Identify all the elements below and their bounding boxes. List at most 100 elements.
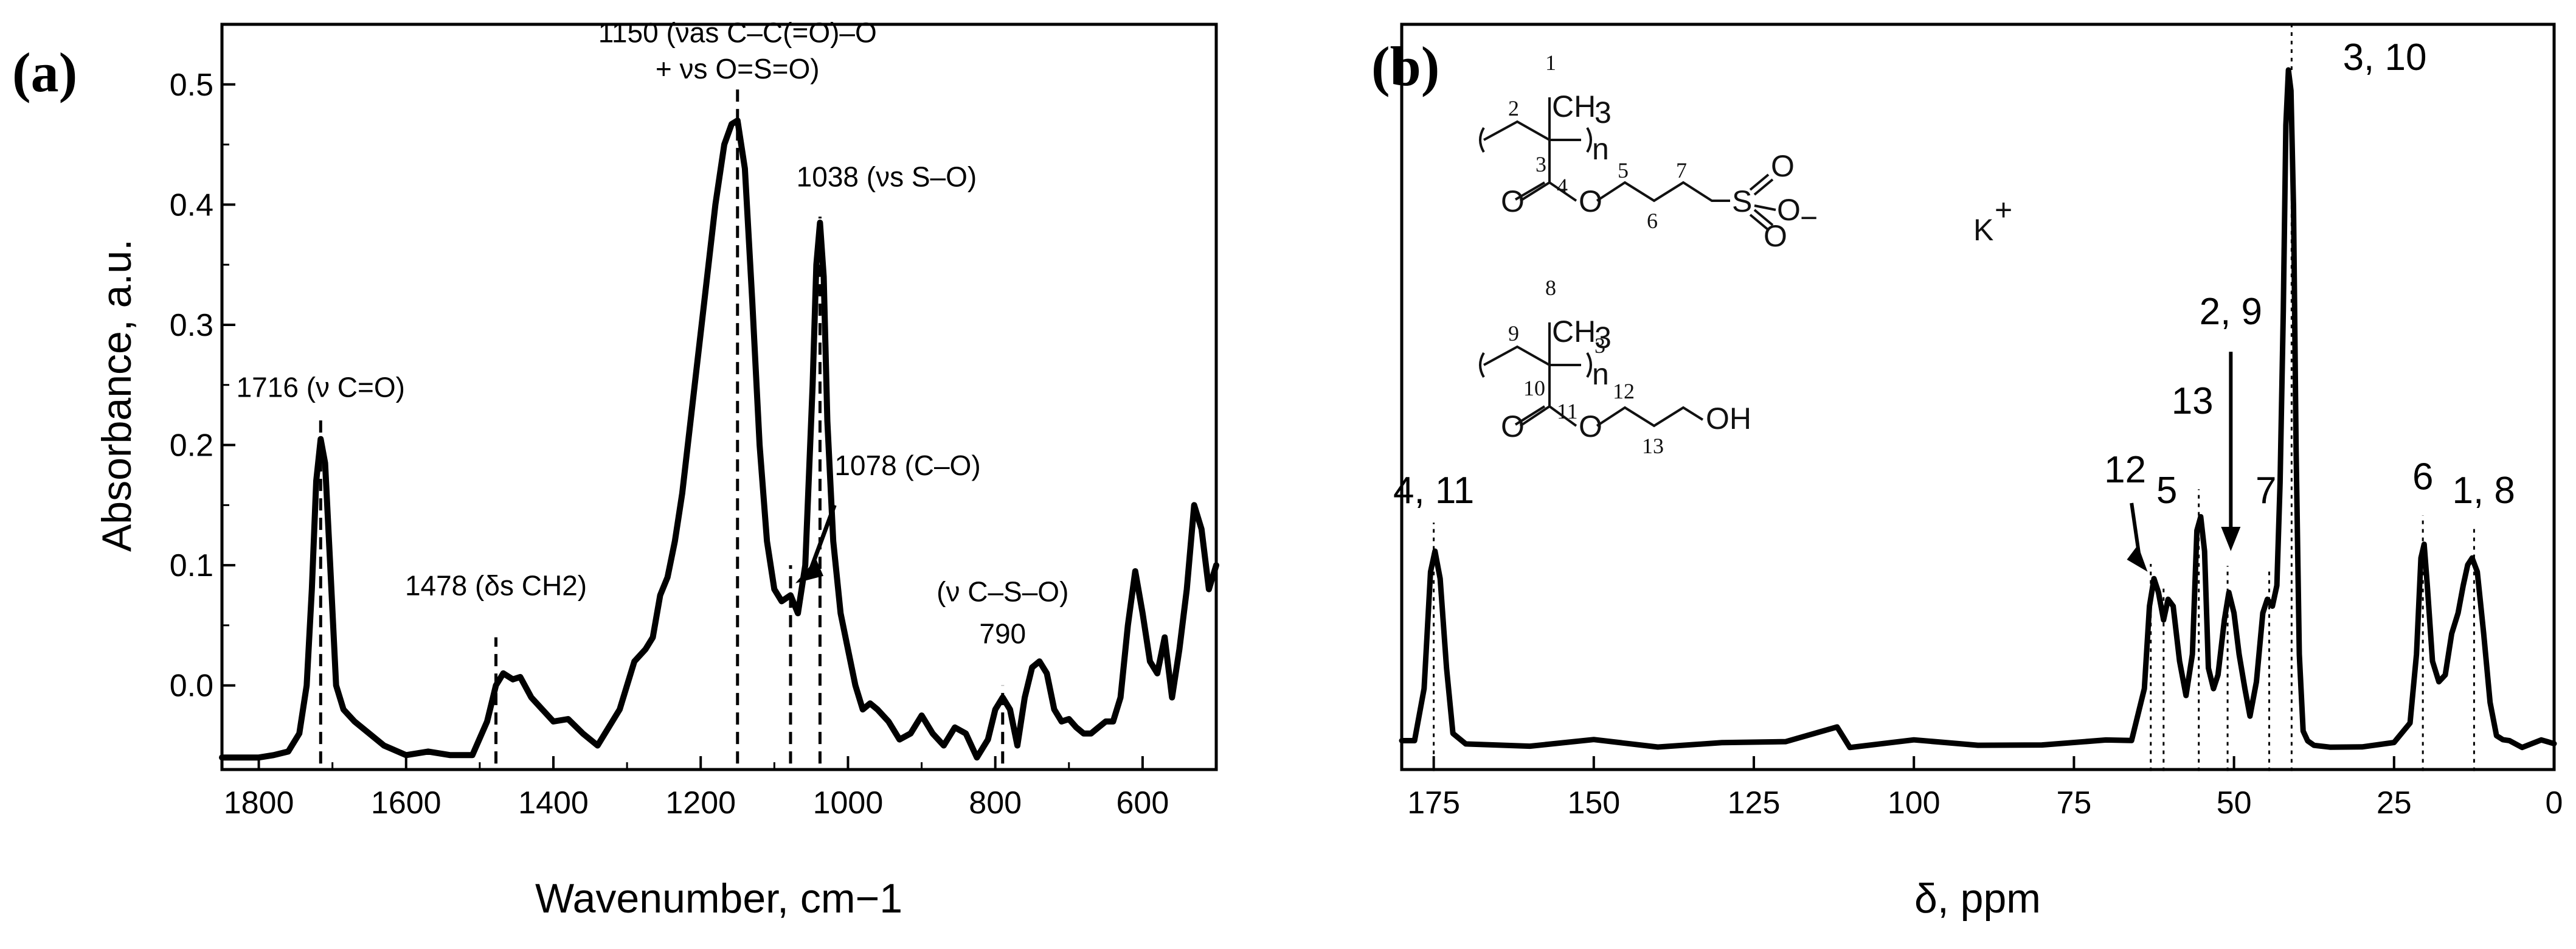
- x-tick-label-a: 1000: [813, 785, 884, 821]
- ch3-sub-bottom: 3: [1594, 321, 1612, 355]
- structure-sulfopropyl-methacrylate: [1479, 97, 1776, 231]
- bond-so-down-a: [1753, 209, 1774, 226]
- structure-top-labels: 1 2 3 4 5 6 7 CH 3 n O O S O O O − K +: [1501, 50, 2012, 253]
- atom-label-1: 1: [1545, 50, 1556, 75]
- bond-so-up-a: [1753, 178, 1774, 196]
- peak-annotation-b: 7: [2256, 470, 2276, 512]
- arrowhead-1078: [795, 558, 823, 583]
- structure-hydroxyethyl-methacrylate: [1479, 322, 1704, 428]
- bracket-left-top: [1479, 127, 1485, 153]
- peak-annotation-b: 3, 10: [2343, 36, 2427, 78]
- y-tick-label-a: 0.0: [170, 669, 213, 704]
- backbone-top: [1483, 120, 1550, 141]
- x-tick-label-a: 1800: [224, 785, 294, 821]
- sulfonyl-o-up: O: [1771, 149, 1795, 183]
- y-tick-label-a: 0.2: [170, 428, 213, 464]
- ester-o-top: O: [1579, 184, 1602, 218]
- ir-spectrum-line: [219, 117, 1219, 761]
- x-tick-label-a: 800: [969, 785, 1022, 821]
- peak-annotation-a: 1150 (νas C–C(=O)–O: [598, 17, 877, 49]
- y-axis-title-a: Absorbance, a.u.: [94, 239, 140, 552]
- atom-label-9: 9: [1508, 321, 1519, 346]
- bond-so-up-b: [1749, 173, 1770, 191]
- bond-ester-o-bottom: [1548, 405, 1577, 427]
- peak-annotation-a: 790: [979, 618, 1026, 650]
- bond-so-down-b: [1749, 214, 1770, 231]
- peak-annotation-a: 1078 (C–O): [834, 450, 980, 481]
- atom-label-7: 7: [1676, 158, 1687, 182]
- x-tick-label-b: 175: [1407, 785, 1460, 821]
- atom-label-10: 10: [1523, 376, 1545, 400]
- bracket-left-bottom: [1479, 352, 1485, 378]
- propyl-chain-top: [1596, 181, 1730, 203]
- panel-label-a: (a): [12, 41, 77, 103]
- sulfonyl-o-down: O: [1764, 219, 1787, 253]
- x-axis-title-b: δ, ppm: [1914, 875, 2041, 922]
- bond-so-minus: [1754, 204, 1776, 211]
- peak-annotation-b: 1, 8: [2452, 470, 2515, 512]
- peak-annotation-a: 1716 (ν C=O): [237, 372, 405, 403]
- plus-charge: +: [1995, 193, 2012, 227]
- carbonyl-o-bottom: O: [1501, 409, 1525, 443]
- x-tick-label-a: 1200: [665, 785, 736, 821]
- atom-label-12: 12: [1613, 379, 1635, 403]
- atom-label-13: 13: [1642, 434, 1664, 458]
- atom-label-3-bottom: 3: [1594, 333, 1605, 358]
- peak-annotation-b: 2, 9: [2200, 291, 2262, 333]
- peak-annotation-a: (ν C–S–O): [937, 575, 1068, 607]
- sulfur: S: [1732, 184, 1752, 218]
- bracket-right-bottom: [1586, 352, 1592, 378]
- ch3-sub-top: 3: [1594, 96, 1612, 130]
- bond-carbonyl-double-top: [1514, 181, 1546, 201]
- ethyl-chain-bottom: [1596, 406, 1704, 428]
- x-tick-label-a: 1600: [371, 785, 441, 821]
- structure-bottom-labels: 8 9 3 10 11 12 13 CH 3 n O O OH: [1501, 276, 1751, 458]
- bond-ester-o-top: [1548, 181, 1577, 202]
- hydroxyl: OH: [1706, 401, 1751, 436]
- atom-label-5: 5: [1618, 158, 1629, 182]
- peak-annotation-b: 4, 11: [1393, 470, 1474, 512]
- potassium: K: [1973, 213, 1993, 247]
- ch3-bottom: CH: [1552, 315, 1596, 349]
- x-tick-label-b: 75: [2056, 785, 2091, 821]
- ester-o-bottom: O: [1579, 409, 1602, 443]
- axis-ticks-a: 1800 1600 1400 1200 1000 800 600 0.0 0.1 0.2 0.3 0.…: [170, 23, 1217, 821]
- y-tick-label-a: 0.3: [170, 308, 213, 343]
- x-tick-label-a: 1400: [518, 785, 589, 821]
- sulfonate-o: O: [1777, 193, 1801, 227]
- x-tick-label-b: 125: [1728, 785, 1781, 821]
- panel-label-b: (b): [1371, 35, 1439, 97]
- peak-annotation-a: + νs O=S=O): [656, 53, 820, 85]
- peak-annotations-a: 1716 (ν C=O) 1478 (δs CH2) 1150 (νas C–C(=…: [237, 17, 1069, 650]
- x-tick-label-b: 150: [1567, 785, 1620, 821]
- axis-ticks-b: 175 150 125 100 75 50 25 0: [1407, 756, 2563, 821]
- x-tick-label-b: 25: [2377, 785, 2412, 821]
- y-tick-label-a: 0.4: [170, 187, 213, 223]
- arrowhead-12: [2127, 544, 2148, 572]
- peak-annotation-b: 12: [2104, 449, 2146, 491]
- y-tick-label-a: 0.1: [170, 548, 213, 583]
- x-axis-title-a: Wavenumber, cm−1: [535, 875, 902, 922]
- atom-label-4: 4: [1557, 174, 1568, 198]
- peak-annotation-a: 1038 (νs S–O): [797, 161, 977, 193]
- peak-annotation-a: 1478 (δs CH2): [405, 570, 587, 602]
- nmr-spectrum-line: [1399, 67, 2557, 751]
- x-tick-label-a: 600: [1117, 785, 1169, 821]
- peak-annotation-b: 6: [2412, 456, 2433, 498]
- peak-annotation-b: 13: [2172, 380, 2214, 422]
- atom-label-8: 8: [1545, 276, 1556, 300]
- repeat-n-top: n: [1592, 132, 1609, 166]
- atom-label-6: 6: [1647, 209, 1658, 233]
- backbone-bottom: [1483, 345, 1550, 366]
- bracket-right-top: [1586, 127, 1592, 153]
- atom-label-3: 3: [1536, 152, 1546, 176]
- x-tick-label-b: 100: [1888, 785, 1941, 821]
- arrowhead-2-9: [2221, 527, 2241, 551]
- x-tick-label-b: 50: [2217, 785, 2252, 821]
- carbonyl-o-top: O: [1501, 184, 1525, 218]
- y-tick-label-a: 0.5: [170, 68, 213, 103]
- atom-label-11: 11: [1557, 399, 1578, 423]
- atom-label-2: 2: [1508, 96, 1519, 120]
